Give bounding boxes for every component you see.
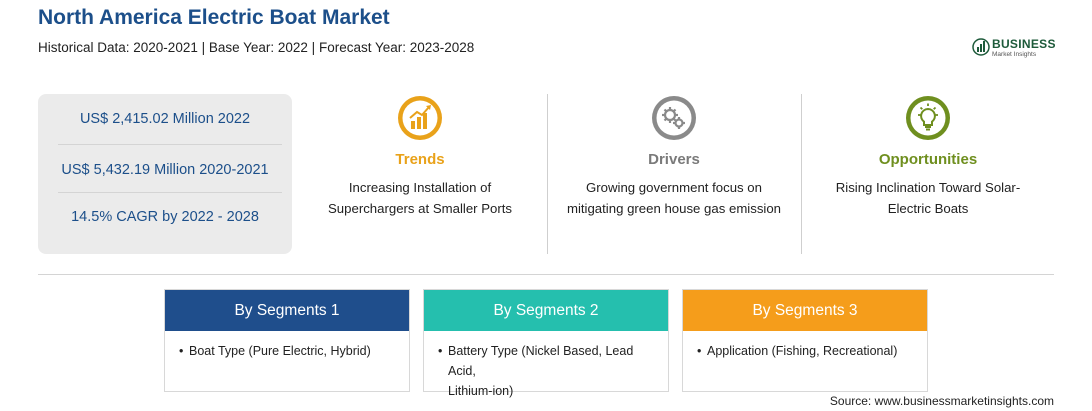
trends-column: Trends Increasing Installation of Superc…	[302, 94, 538, 219]
opportunities-desc-line: Rising Inclination Toward Solar-	[835, 180, 1021, 195]
segment-item: • Application (Fishing, Recreational)	[683, 331, 927, 361]
source-note: Source: www.businessmarketinsights.com	[829, 394, 1054, 408]
light-bulb-icon	[906, 96, 950, 140]
segment-card-3: By Segments 3 • Application (Fishing, Re…	[682, 289, 928, 392]
brand-logo: BUSINESS Market Insights	[972, 36, 1062, 62]
page-subtitle: Historical Data: 2020-2021 | Base Year: …	[38, 40, 475, 55]
stats-divider	[58, 192, 282, 193]
bar-chart-growth-icon	[398, 96, 442, 140]
bullet-icon: •	[179, 344, 184, 358]
opportunities-description: Rising Inclination Toward Solar- Electri…	[810, 177, 1046, 219]
logo-name: BUSINESS	[992, 37, 1056, 51]
stats-divider	[58, 144, 282, 145]
segment-item-text: Boat Type (Pure Electric, Hybrid)	[189, 344, 371, 358]
segment-item-line: Lithium-ion)	[448, 384, 514, 398]
column-divider	[801, 94, 802, 254]
gears-icon	[652, 96, 696, 140]
segment-header: By Segments 2	[424, 290, 668, 331]
segment-item-text: Application (Fishing, Recreational)	[707, 344, 898, 358]
drivers-description: Growing government focus on mitigating g…	[556, 177, 792, 219]
section-divider	[38, 274, 1054, 275]
stat-historical-value: US$ 5,432.19 Million 2020-2021	[61, 162, 269, 178]
segment-item: • Battery Type (Nickel Based, Lead Acid,…	[424, 331, 668, 401]
trends-desc-line: Superchargers at Smaller Ports	[328, 201, 512, 216]
logo-mark-icon	[972, 38, 990, 56]
stat-cagr: 14.5% CAGR by 2022 - 2028	[71, 209, 259, 225]
trends-description: Increasing Installation of Superchargers…	[302, 177, 538, 219]
segment-item: • Boat Type (Pure Electric, Hybrid)	[165, 331, 409, 361]
opportunities-desc-line: Electric Boats	[887, 201, 969, 216]
stat-market-size-2022: US$ 2,415.02 Million 2022	[79, 111, 251, 127]
logo-tagline: Market Insights	[992, 51, 1037, 58]
bullet-icon: •	[438, 344, 443, 358]
segment-card-1: By Segments 1 • Boat Type (Pure Electric…	[164, 289, 410, 392]
trends-label: Trends	[395, 151, 445, 168]
drivers-desc-line: mitigating green house gas emission	[566, 201, 782, 216]
stats-panel: US$ 2,415.02 Million 2022 US$ 5,432.19 M…	[38, 94, 292, 254]
segment-item-line: Battery Type (Nickel Based, Lead Acid,	[448, 344, 634, 378]
segment-card-2: By Segments 2 • Battery Type (Nickel Bas…	[423, 289, 669, 398]
drivers-column: Drivers Growing government focus on miti…	[556, 94, 792, 219]
opportunities-label: Opportunities	[878, 151, 978, 168]
opportunities-column: Opportunities Rising Inclination Toward …	[810, 94, 1046, 219]
segment-header: By Segments 3	[683, 290, 927, 331]
segment-item-text: Battery Type (Nickel Based, Lead Acid, L…	[448, 341, 654, 401]
drivers-label: Drivers	[648, 151, 700, 168]
segment-header: By Segments 1	[165, 290, 409, 331]
page-title: North America Electric Boat Market	[38, 6, 390, 29]
drivers-desc-line: Growing government focus on	[586, 180, 762, 195]
trends-desc-line: Increasing Installation of	[348, 180, 492, 195]
column-divider	[547, 94, 548, 254]
bullet-icon: •	[697, 344, 702, 358]
